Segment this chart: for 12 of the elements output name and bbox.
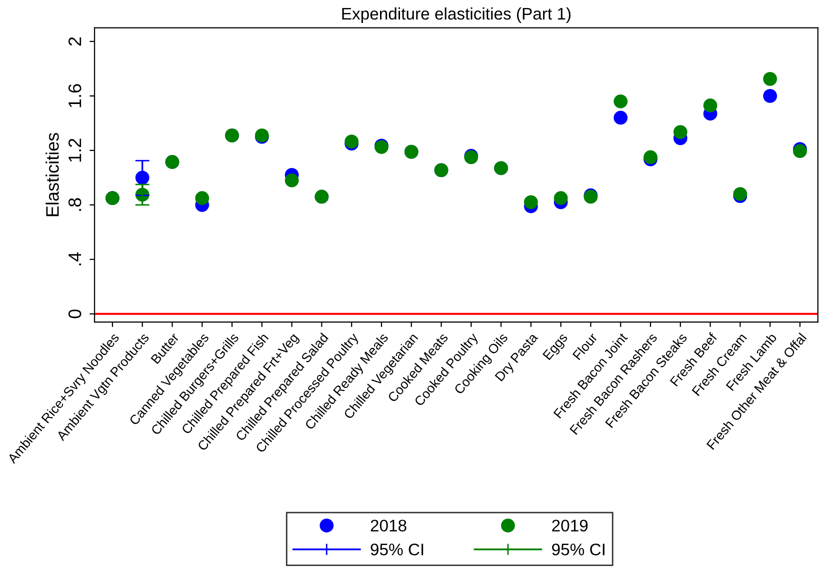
y-tick-label: 0 — [68, 310, 82, 318]
text: 95% CI — [370, 544, 424, 556]
legend-label: 2018 — [370, 520, 406, 532]
y-tick-label: 2 — [68, 37, 82, 46]
y-tick-label: 1.2 — [68, 138, 82, 162]
y-tick-label: 1.6 — [68, 84, 82, 108]
y-axis-title: Elasticities — [46, 132, 59, 216]
legend-label: 2019 — [552, 520, 588, 532]
text: 95% CI — [552, 544, 604, 556]
chart-title: Expenditure elasticities (Part 1) — [342, 7, 571, 23]
y-tick-label: .4 — [68, 252, 82, 266]
y-tick-label: .8 — [68, 198, 82, 211]
